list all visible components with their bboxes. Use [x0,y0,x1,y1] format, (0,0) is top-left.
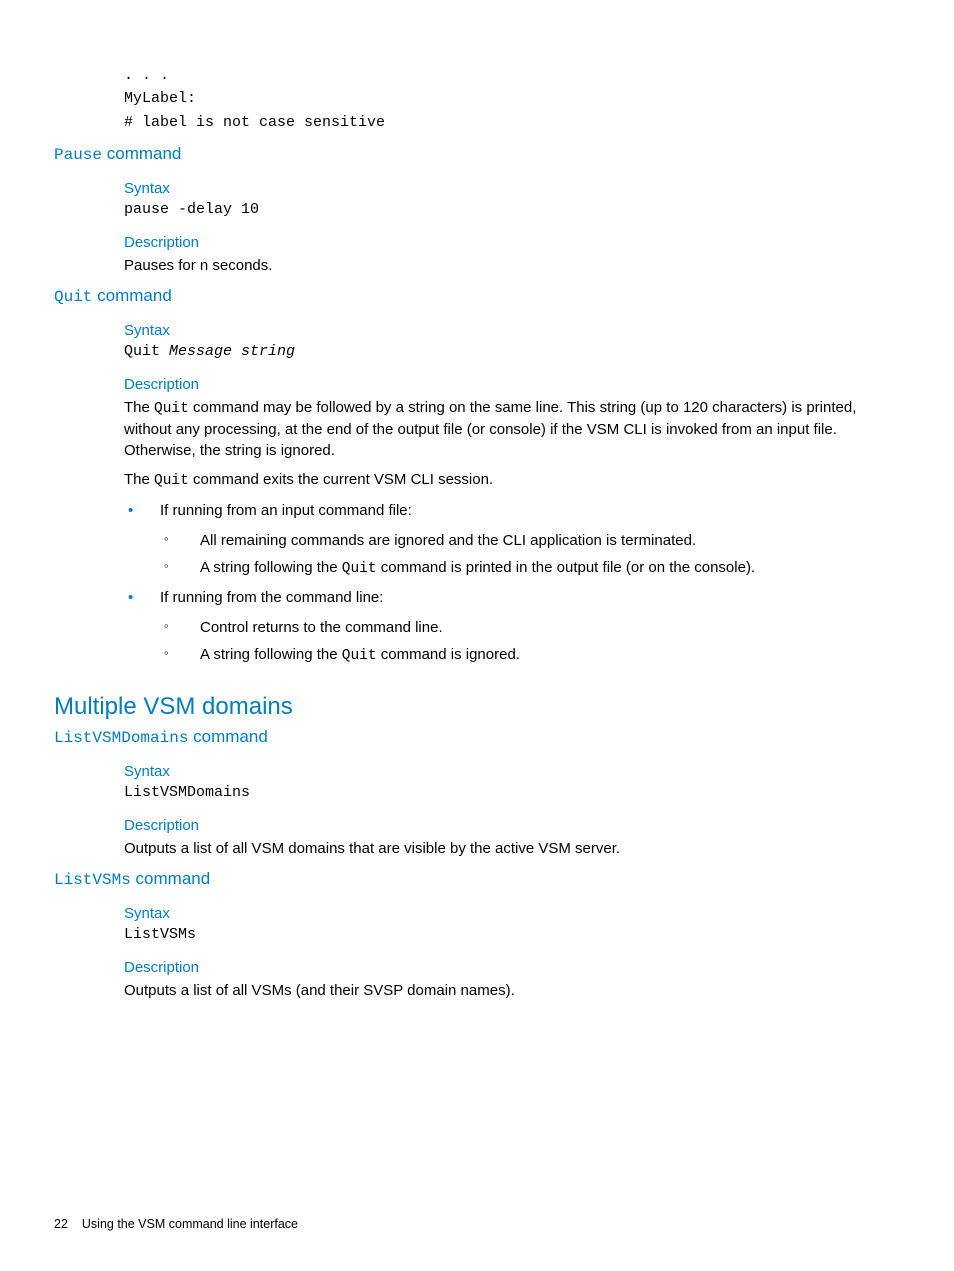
text: The [124,471,154,488]
label-description: Description [124,234,900,251]
syntax-listvsmdomains: ListVSMDomains [124,784,900,801]
label-description: Description [124,959,900,976]
list-item: If running from the command line: Contro… [124,586,900,667]
heading-rest: command [131,869,210,888]
heading-multiple-vsm-domains: Multiple VSM domains [54,693,900,721]
heading-listvsms-command: ListVSMs command [54,869,900,889]
syntax-arg: Message string [169,343,295,360]
heading-code: ListVSMDomains [54,729,188,747]
text: If running from an input command file: [160,502,412,519]
desc-pause: Pauses for n seconds. [124,255,900,276]
desc-quit-p2: The Quit command exits the current VSM C… [124,469,900,491]
text: command is ignored. [377,646,520,663]
sub-list: Control returns to the command line. A s… [160,616,900,668]
page-footer: 22 Using the VSM command line interface [54,1217,298,1231]
heading-pause-command: Pause command [54,144,900,164]
text: If running from the command line: [160,589,383,606]
list-item: All remaining commands are ignored and t… [160,529,900,552]
label-syntax: Syntax [124,763,900,780]
label-syntax: Syntax [124,180,900,197]
inline-code: Quit [154,473,189,489]
syntax-listvsms: ListVSMs [124,926,900,943]
text: A string following the [200,646,342,663]
sub-list: All remaining commands are ignored and t… [160,529,900,581]
text: command is printed in the output file (o… [377,559,756,576]
label-syntax: Syntax [124,322,900,339]
heading-code: ListVSMs [54,871,131,889]
desc-listvsmdomains: Outputs a list of all VSM domains that a… [124,838,900,859]
list-item: A string following the Quit command is i… [160,643,900,667]
desc-listvsms: Outputs a list of all VSMs (and their SV… [124,980,900,1001]
heading-quit-command: Quit command [54,286,900,306]
footer-text: Using the VSM command line interface [82,1217,298,1231]
text: command exits the current VSM CLI sessio… [189,471,493,488]
heading-rest: command [92,286,171,305]
heading-listvsmdomains-command: ListVSMDomains command [54,727,900,747]
label-description: Description [124,376,900,393]
syntax-cmd: Quit [124,343,169,360]
heading-code: Pause [54,146,102,164]
syntax-pause: pause -delay 10 [124,201,900,218]
text: command may be followed by a string on t… [124,399,856,459]
inline-code: Quit [154,401,189,417]
page-number: 22 [54,1217,68,1231]
quit-bullets: If running from an input command file: A… [124,499,900,667]
inline-code: Quit [342,561,377,577]
heading-rest: command [188,727,267,746]
desc-quit-p1: The Quit command may be followed by a st… [124,397,900,461]
list-item: A string following the Quit command is p… [160,556,900,580]
text: The [124,399,154,416]
code-block-top: . . . MyLabel: # label is not case sensi… [124,64,900,134]
list-item: If running from an input command file: A… [124,499,900,580]
heading-code: Quit [54,288,92,306]
list-item: Control returns to the command line. [160,616,900,639]
label-description: Description [124,817,900,834]
syntax-quit: Quit Message string [124,343,900,360]
inline-code: Quit [342,648,377,664]
page-content: . . . MyLabel: # label is not case sensi… [0,0,954,1001]
heading-rest: command [102,144,181,163]
label-syntax: Syntax [124,905,900,922]
text: A string following the [200,559,342,576]
